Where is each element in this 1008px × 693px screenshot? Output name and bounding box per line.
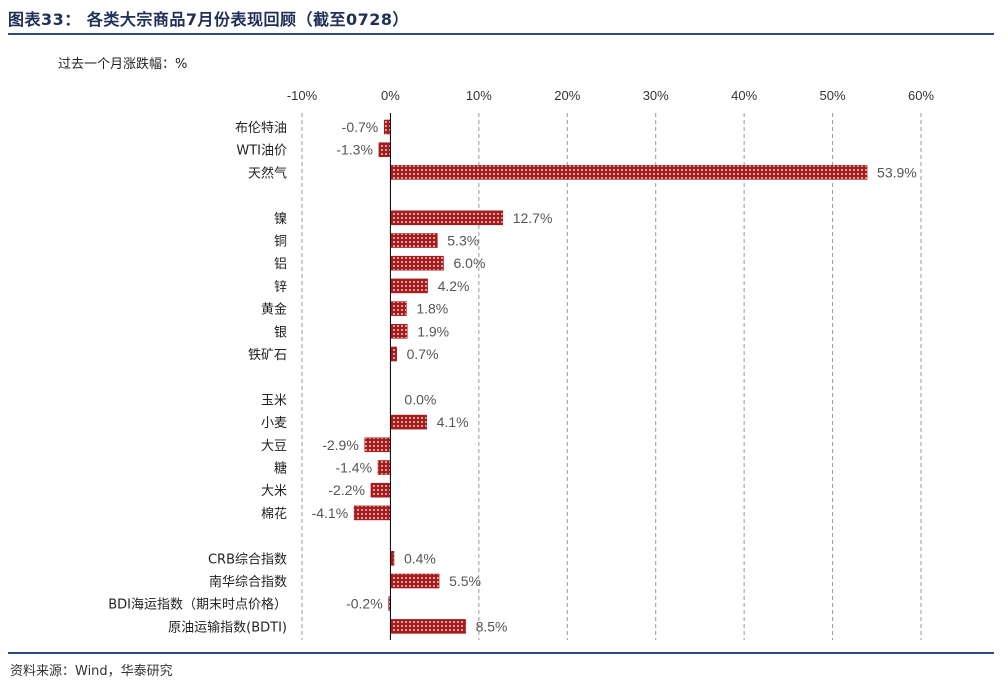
category-label: BDI海运指数（期末时点价格） bbox=[108, 597, 287, 613]
category-label: 布伦特油 bbox=[235, 121, 287, 136]
data-label: 4.2% bbox=[438, 278, 470, 294]
x-tick-label: 20% bbox=[554, 88, 580, 103]
data-label: 4.1% bbox=[437, 414, 469, 430]
data-label: 1.8% bbox=[416, 301, 448, 317]
category-label: 糖 bbox=[274, 461, 287, 477]
source-note: 资料来源：Wind，华泰研究 bbox=[10, 664, 173, 679]
bar bbox=[390, 301, 407, 316]
bar bbox=[390, 414, 427, 430]
data-label: 5.5% bbox=[449, 573, 481, 589]
data-label: 8.5% bbox=[476, 618, 508, 634]
unit-label: 过去一个月涨跌幅：% bbox=[58, 57, 188, 72]
category-label: 玉米 bbox=[261, 393, 287, 408]
category-label: 小麦 bbox=[261, 416, 287, 431]
category-label: 铁矿石 bbox=[248, 348, 287, 363]
figure-title: 图表33： 各类大宗商品7月份表现回顾（截至0728） bbox=[8, 10, 410, 29]
data-label: -1.4% bbox=[335, 460, 372, 476]
data-label: -2.9% bbox=[322, 437, 359, 453]
bar bbox=[390, 550, 395, 566]
title-rule bbox=[8, 33, 994, 35]
category-label: WTI油价 bbox=[236, 144, 287, 159]
bar bbox=[364, 437, 391, 453]
category-label: 锌 bbox=[274, 280, 287, 295]
x-tick-label: 50% bbox=[820, 88, 846, 103]
data-label: 0.0% bbox=[404, 391, 436, 407]
category-label: 南华综合指数 bbox=[209, 574, 287, 590]
x-tick-label: 30% bbox=[643, 88, 669, 103]
bar bbox=[390, 323, 408, 339]
bar bbox=[370, 482, 391, 498]
x-tick-label: 60% bbox=[908, 88, 934, 103]
x-axis-ticks: -10% 0% 10% 20% 30% 40% 50% 60% bbox=[287, 88, 935, 103]
data-label: -2.2% bbox=[328, 482, 365, 498]
x-tick-label: 10% bbox=[466, 88, 492, 103]
bar bbox=[383, 119, 391, 135]
data-label: -0.2% bbox=[346, 596, 383, 612]
x-tick-label: 40% bbox=[731, 88, 757, 103]
bar bbox=[390, 278, 428, 294]
data-label: 53.9% bbox=[877, 164, 917, 180]
bar bbox=[353, 505, 391, 521]
data-label: -0.7% bbox=[342, 119, 379, 135]
data-label: 5.3% bbox=[447, 233, 479, 249]
bar bbox=[390, 233, 438, 248]
x-tick-label: -10% bbox=[287, 88, 318, 103]
category-label: 铜 bbox=[274, 235, 287, 250]
category-label: 银 bbox=[274, 325, 287, 340]
bar bbox=[390, 619, 466, 634]
category-label: 棉花 bbox=[261, 506, 287, 522]
bar bbox=[390, 346, 397, 362]
category-label: 大米 bbox=[261, 484, 287, 499]
category-label: 铝 bbox=[274, 257, 287, 272]
grid-lines bbox=[301, 113, 922, 640]
bar bbox=[377, 460, 391, 475]
data-labels: -0.7% -1.3% 53.9% 12.7% 5.3% 6.0% 4.2% 1.8% 1.9%… bbox=[312, 119, 917, 634]
category-label: 大豆 bbox=[261, 439, 287, 454]
category-label: CRB综合指数 bbox=[208, 552, 287, 567]
category-label: 镍 bbox=[274, 212, 287, 227]
x-tick-label: 0% bbox=[381, 88, 400, 103]
data-label: -4.1% bbox=[312, 505, 349, 521]
bar bbox=[390, 573, 440, 589]
source-rule bbox=[8, 652, 994, 654]
data-label: 0.4% bbox=[404, 550, 436, 566]
data-label: 6.0% bbox=[453, 255, 485, 271]
bar bbox=[390, 210, 504, 226]
data-label: 1.9% bbox=[417, 323, 449, 339]
category-label: 原油运输指数(BDTI) bbox=[168, 619, 287, 635]
data-label: 12.7% bbox=[513, 210, 553, 226]
data-label: 0.7% bbox=[407, 346, 439, 362]
category-label: 天然气 bbox=[248, 165, 287, 181]
bar bbox=[390, 165, 868, 180]
data-label: -1.3% bbox=[336, 142, 373, 158]
category-label: 黄金 bbox=[261, 302, 287, 318]
bar bbox=[390, 255, 444, 271]
bar bbox=[378, 142, 391, 157]
